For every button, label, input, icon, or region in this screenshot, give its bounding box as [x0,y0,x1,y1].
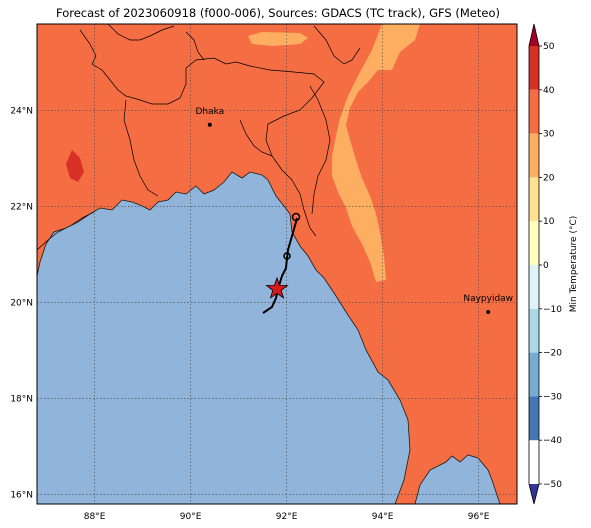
map-gridlines [37,24,517,504]
map-plot-area: Dhaka Naypyidaw [37,24,517,504]
colorbar-segment [529,89,539,134]
colorbar-tick-label: 40 [543,86,555,96]
colorbar-segment [529,177,539,222]
coastline [37,171,411,504]
country-borders [37,24,361,251]
colorbar-tick-label: −50 [543,480,562,490]
colorbar-tick-label: 30 [543,130,555,140]
axis-tick-labels: 88°E 90°E 92°E 94°E 96°E 24°N 22°N 20°N 18°N 16°N [10,106,489,522]
longitude-tick-label: 94°E [372,512,394,522]
colorbar-segment [529,46,539,90]
colorbar: 50 40 30 20 10 0 −10 −20 −30 −40 −50 [528,23,562,505]
colorbar-tick-label: 20 [543,173,555,183]
colorbar-segment [529,221,539,265]
city-markers: Dhaka Naypyidaw [195,107,513,314]
colorbar-segment [529,396,539,441]
city-dot [207,122,212,127]
storm-track [262,212,301,314]
colorbar-segment [529,352,539,397]
latitude-tick-label: 20°N [10,298,33,308]
latitude-tick-label: 22°N [10,202,33,212]
colorbar-tick-label: −40 [543,436,562,446]
colorbar-segment [529,484,539,504]
coastline-south [414,454,501,504]
colorbar-segment [529,265,539,309]
hot-temperature-patch [66,150,84,182]
map-title: Forecast of 2023060918 (f000-006), Sourc… [56,6,500,20]
longitude-tick-label: 92°E [276,512,298,522]
map-frame [36,23,518,505]
storm-position-marker [283,252,291,260]
colorbar-tick-label: −30 [543,392,562,402]
latitude-tick-label: 18°N [10,394,33,404]
colorbar-tick-label: 0 [543,261,549,271]
colorbar-tick-label: 50 [543,42,555,52]
colorbar-label: Min Temperature (°C) [569,216,579,313]
storm-track-line [262,217,298,314]
city-label: Naypyidaw [463,294,513,304]
colorbar-tick-label: −10 [543,305,562,315]
storm-position-marker [291,212,301,222]
longitude-tick-label: 88°E [84,512,106,522]
land-area [37,24,517,504]
warm-temperature-band [332,24,420,282]
colorbar-segment [529,133,539,178]
longitude-tick-label: 96°E [468,512,490,522]
colorbar-tick-label: −20 [543,349,562,359]
storm-star-marker [265,276,289,299]
colorbar-segment [529,308,539,353]
latitude-tick-label: 24°N [10,106,33,116]
longitude-tick-label: 90°E [180,512,202,522]
warm-temperature-patch [248,32,308,46]
city-label: Dhaka [195,107,224,117]
colorbar-segment [529,24,539,46]
city-dot [486,310,491,314]
latitude-tick-label: 16°N [10,490,33,500]
colorbar-tick-label: 10 [543,217,555,227]
